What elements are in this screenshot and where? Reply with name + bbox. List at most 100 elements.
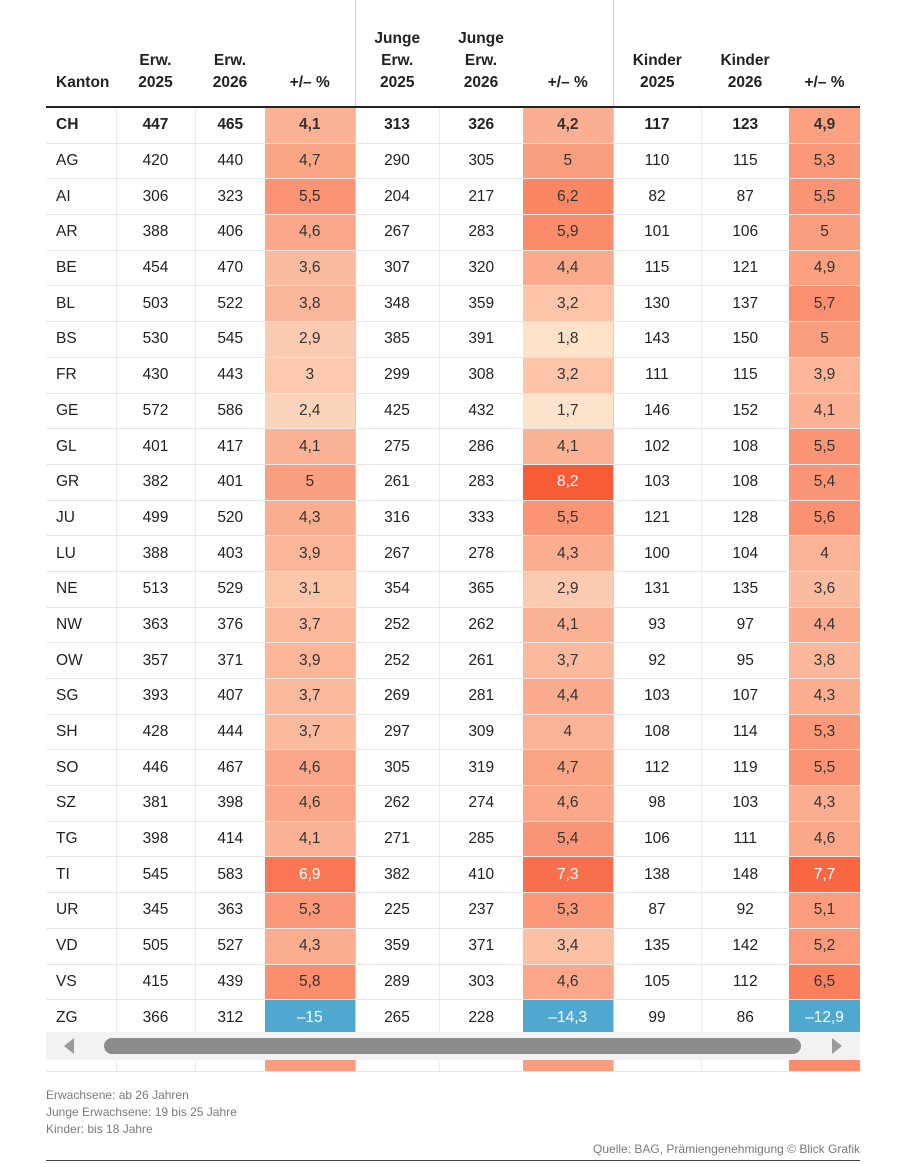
cell-junge-change: 5,4 — [523, 821, 613, 858]
cell-erw-2025: 430 — [115, 357, 195, 394]
cell-junge-2026: 278 — [438, 535, 523, 572]
cell-junge-2026: 333 — [438, 500, 523, 537]
cell-junge-2026: 281 — [438, 678, 523, 715]
cell-junge-2025: 316 — [354, 500, 439, 537]
col-header-erw-change: +/– % — [265, 0, 355, 108]
cell-erw-2025: 306 — [115, 178, 195, 216]
cell-kinder-2025: 103 — [612, 464, 701, 501]
horizontal-scrollbar[interactable] — [46, 1032, 860, 1060]
cell-kinder-change: 7,7 — [789, 856, 860, 894]
cell-junge-2025: 290 — [354, 143, 439, 180]
cell-junge-2025: 359 — [354, 928, 439, 965]
table-row: AG 420 440 4,7 290 305 5 110 115 5,3 — [46, 143, 860, 180]
cell-erw-2026: 398 — [194, 785, 265, 822]
table-row: NE 513 529 3,1 354 365 2,9 131 135 3,6 — [46, 571, 860, 608]
table-row: SZ 381 398 4,6 262 274 4,6 98 103 4,3 — [46, 785, 860, 822]
cell-erw-2026: 407 — [194, 678, 265, 715]
table-row: VS 415 439 5,8 289 303 4,6 105 112 6,5 — [46, 964, 860, 1001]
cell-junge-2025: 204 — [354, 178, 439, 216]
cell-erw-change: 3,6 — [265, 250, 355, 287]
cell-junge-2026: 320 — [438, 250, 523, 287]
cell-junge-2026: 283 — [438, 464, 523, 501]
cell-erw-2025: 401 — [115, 428, 195, 465]
cell-erw-2026: 467 — [194, 749, 265, 787]
cell-kinder-change: 3,8 — [789, 642, 860, 679]
triangle-left-icon[interactable] — [60, 1036, 80, 1056]
cell-kinder-2026: 121 — [700, 250, 789, 287]
cell-junge-change: 2,9 — [523, 571, 613, 608]
cell-erw-change: –15 — [265, 999, 355, 1036]
cell-erw-2026: 520 — [194, 500, 265, 537]
cell-kinder-2026: 111 — [700, 821, 789, 858]
cell-kinder-2026: 142 — [700, 928, 789, 965]
header-row: Kanton Erw. 2025 Erw. 2026 +/– % Junge E… — [46, 0, 860, 108]
table-row: TI 545 583 6,9 382 410 7,3 138 148 7,7 — [46, 856, 860, 894]
col-header-junge-2025: Junge Erw. 2025 — [354, 0, 439, 108]
cell-erw-2026: 439 — [194, 964, 265, 1001]
scrollbar-thumb[interactable] — [104, 1038, 801, 1054]
cell-kanton: BS — [46, 321, 116, 358]
cell-erw-2026: 444 — [194, 714, 265, 751]
cell-erw-2026: 323 — [194, 178, 265, 216]
cell-erw-change: 4,1 — [265, 428, 355, 465]
cell-erw-change: 3 — [265, 357, 355, 394]
cell-kinder-change: 5 — [789, 214, 860, 251]
cell-erw-change: 4,7 — [265, 143, 355, 180]
cell-kinder-2026: 148 — [700, 856, 789, 894]
premium-table: Kanton Erw. 2025 Erw. 2026 +/– % Junge E… — [46, 0, 860, 1072]
cell-erw-change: 6,9 — [265, 856, 355, 894]
cell-kinder-2026: 108 — [700, 428, 789, 465]
cell-junge-2026: 359 — [438, 285, 523, 323]
col-header-junge-2026: Junge Erw. 2026 — [439, 0, 523, 108]
cell-junge-change: 4,4 — [523, 678, 613, 715]
cell-erw-2025: 503 — [115, 285, 195, 323]
footnotes: Erwachsene: ab 26 Jahren Junge Erwachsen… — [46, 1087, 237, 1138]
cell-kinder-2025: 101 — [612, 214, 701, 251]
cell-kinder-2025: 115 — [612, 250, 701, 287]
cell-kanton: SO — [46, 749, 116, 787]
cell-junge-change: 5,9 — [523, 214, 613, 251]
cell-kanton: AI — [46, 178, 116, 216]
cell-junge-2026: 303 — [438, 964, 523, 1001]
cell-erw-change: 4,6 — [265, 785, 355, 822]
cell-kanton: VD — [46, 928, 116, 965]
cell-junge-change: 4,2 — [523, 107, 613, 144]
cell-erw-change: 3,9 — [265, 642, 355, 679]
cell-erw-2026: 527 — [194, 928, 265, 965]
cell-junge-change: 4,7 — [523, 749, 613, 787]
cell-junge-2026: 326 — [438, 107, 523, 144]
cell-kanton: UR — [46, 892, 116, 929]
cell-kinder-change: 5,3 — [789, 714, 860, 751]
cell-kanton: GR — [46, 464, 116, 501]
triangle-right-icon[interactable] — [826, 1036, 846, 1056]
cell-erw-change: 3,7 — [265, 678, 355, 715]
cell-kinder-2026: 95 — [700, 642, 789, 679]
cell-kanton: BL — [46, 285, 116, 323]
cell-erw-2026: 440 — [194, 143, 265, 180]
cell-junge-2025: 425 — [354, 393, 439, 430]
cell-kanton: TI — [46, 856, 116, 894]
cell-kanton: AG — [46, 143, 116, 180]
cell-erw-2025: 447 — [115, 107, 195, 144]
cell-erw-change: 4,6 — [265, 214, 355, 251]
cell-kinder-change: 6,5 — [789, 964, 860, 1001]
cell-erw-2026: 545 — [194, 321, 265, 358]
col-header-kanton: Kanton — [46, 0, 116, 108]
cell-kinder-change: 5,4 — [789, 464, 860, 501]
cell-kanton: BE — [46, 250, 116, 287]
cell-kinder-2025: 103 — [612, 678, 701, 715]
cell-junge-change: 1,8 — [523, 321, 613, 358]
cell-kinder-2026: 123 — [700, 107, 789, 144]
cell-erw-2025: 530 — [115, 321, 195, 358]
cell-kinder-2026: 108 — [700, 464, 789, 501]
cell-kinder-change: –12,9 — [789, 999, 860, 1036]
cell-junge-2026: 237 — [438, 892, 523, 929]
cell-erw-2025: 345 — [115, 892, 195, 929]
cell-erw-2025: 382 — [115, 464, 195, 501]
table-body: CH 447 465 4,1 313 326 4,2 117 123 4,9 AG 420 440 4,7… — [46, 107, 860, 1072]
cell-erw-2026: 583 — [194, 856, 265, 894]
cell-junge-change: 6,2 — [523, 178, 613, 216]
cell-kinder-2025: 100 — [612, 535, 701, 572]
cell-erw-2025: 499 — [115, 500, 195, 537]
cell-kinder-change: 4,3 — [789, 678, 860, 715]
